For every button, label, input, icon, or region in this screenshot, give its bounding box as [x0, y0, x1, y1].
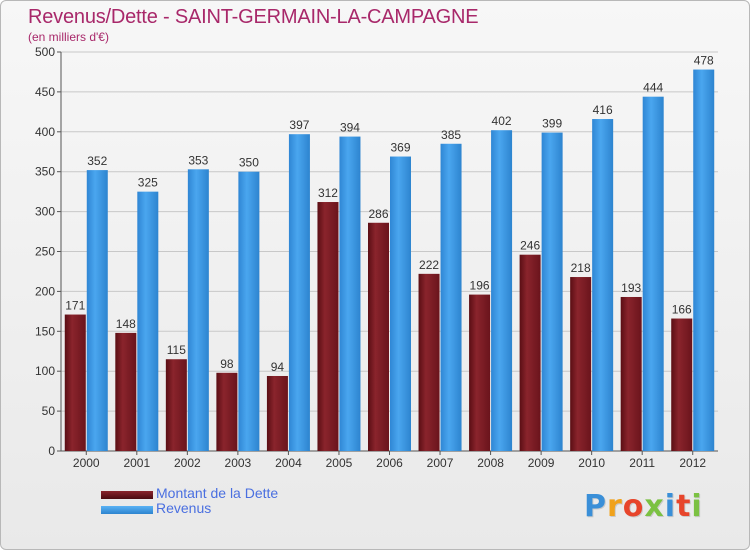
data-label-dette: 246 — [520, 239, 540, 253]
bar-revenus — [592, 119, 614, 452]
bar-revenus — [339, 136, 361, 451]
x-tick-label: 2004 — [275, 456, 302, 470]
data-label-revenus: 478 — [694, 54, 714, 68]
x-tick-label: 2003 — [225, 456, 252, 470]
data-label-revenus: 394 — [340, 121, 360, 135]
y-tick-label: 400 — [35, 125, 55, 139]
bar-dette — [317, 202, 339, 451]
x-tick-label: 2000 — [73, 456, 100, 470]
bar-revenus — [642, 96, 664, 452]
data-label-revenus: 350 — [239, 156, 259, 170]
bar-dette — [519, 254, 541, 451]
y-tick-label: 350 — [35, 165, 55, 179]
bars — [64, 69, 715, 452]
data-label-revenus: 353 — [188, 153, 208, 167]
x-tick-label: 2006 — [376, 456, 403, 470]
legend-swatch-revenus — [101, 506, 153, 514]
chart-title: Revenus/Dette - SAINT-GERMAIN-LA-CAMPAGN… — [28, 6, 479, 28]
data-label-dette: 98 — [220, 357, 234, 371]
data-label-revenus: 369 — [390, 141, 410, 155]
y-tick-label: 50 — [42, 404, 56, 418]
data-label-dette: 218 — [571, 261, 591, 275]
bar-dette — [115, 332, 137, 451]
data-label-dette: 196 — [470, 279, 490, 293]
data-label-revenus: 352 — [87, 154, 107, 168]
bar-dette — [570, 277, 592, 451]
bar-dette — [620, 296, 642, 451]
y-axis: 0 50 100 150 200 250 300 350 400 450 500 — [35, 45, 718, 458]
bar-revenus — [541, 132, 563, 451]
bar-dette — [165, 359, 187, 451]
x-tick-label: 2012 — [679, 456, 706, 470]
x-tick-label: 2005 — [326, 456, 353, 470]
data-label-dette: 148 — [116, 317, 136, 331]
data-label-dette: 286 — [368, 207, 388, 221]
y-tick-label: 100 — [35, 364, 55, 378]
bar-dette — [216, 372, 238, 451]
data-label-revenus: 397 — [289, 118, 309, 132]
data-label-revenus: 416 — [593, 103, 613, 117]
x-tick-label: 2011 — [629, 456, 655, 470]
legend-swatch-dette — [101, 491, 153, 499]
bar-dette — [418, 273, 440, 451]
x-tick-label: 2009 — [528, 456, 555, 470]
x-tick-label: 2007 — [427, 456, 454, 470]
x-tick-label: 2010 — [578, 456, 605, 470]
y-tick-label: 0 — [48, 444, 55, 458]
data-labels: 171 352 148 325 115 353 98 350 94 397 312 394 286 369… — [65, 54, 714, 374]
bar-revenus — [187, 169, 209, 451]
bar-revenus — [137, 191, 159, 451]
data-label-dette: 193 — [621, 281, 641, 295]
data-label-dette: 312 — [318, 186, 338, 200]
data-label-revenus: 399 — [542, 117, 562, 131]
x-axis: 2000 2001 2002 2003 2004 2005 2006 2007 2008 2009… — [73, 451, 706, 470]
legend-label-revenus: Revenus — [156, 500, 212, 516]
bar-dette — [266, 375, 288, 451]
bar-revenus — [238, 171, 260, 451]
y-tick-label: 300 — [35, 205, 55, 219]
x-tick-label: 2002 — [174, 456, 201, 470]
bar-revenus — [390, 156, 411, 451]
chart-subtitle: (en milliers d'€) — [28, 30, 109, 44]
data-label-revenus: 325 — [138, 176, 158, 190]
legend-label-dette: Montant de la Dette — [156, 485, 279, 501]
data-label-dette: 222 — [419, 258, 439, 272]
x-tick-label: 2008 — [477, 456, 504, 470]
data-label-dette: 171 — [65, 299, 85, 313]
data-label-dette: 166 — [672, 303, 692, 317]
y-tick-label: 450 — [35, 85, 55, 99]
grid-lines — [61, 51, 718, 452]
data-label-dette: 94 — [271, 360, 285, 374]
bar-revenus — [491, 130, 513, 452]
y-tick-label: 500 — [35, 45, 55, 59]
data-label-revenus: 385 — [441, 128, 461, 142]
data-label-revenus: 444 — [643, 81, 663, 95]
bar-dette — [64, 314, 86, 451]
bar-revenus — [86, 170, 108, 451]
y-tick-label: 150 — [35, 324, 55, 338]
bar-revenus — [440, 143, 462, 451]
bar-dette — [469, 294, 491, 451]
bar-dette — [671, 318, 693, 451]
data-label-revenus: 402 — [492, 114, 512, 128]
y-tick-label: 200 — [35, 284, 55, 298]
bar-revenus — [288, 134, 310, 451]
proxiti-logo: Proxiti — [584, 489, 703, 524]
bar-dette — [368, 222, 389, 451]
data-label-dette: 115 — [167, 343, 186, 357]
bar-revenus — [693, 69, 715, 451]
x-tick-label: 2001 — [123, 456, 150, 470]
y-tick-label: 250 — [35, 245, 55, 259]
